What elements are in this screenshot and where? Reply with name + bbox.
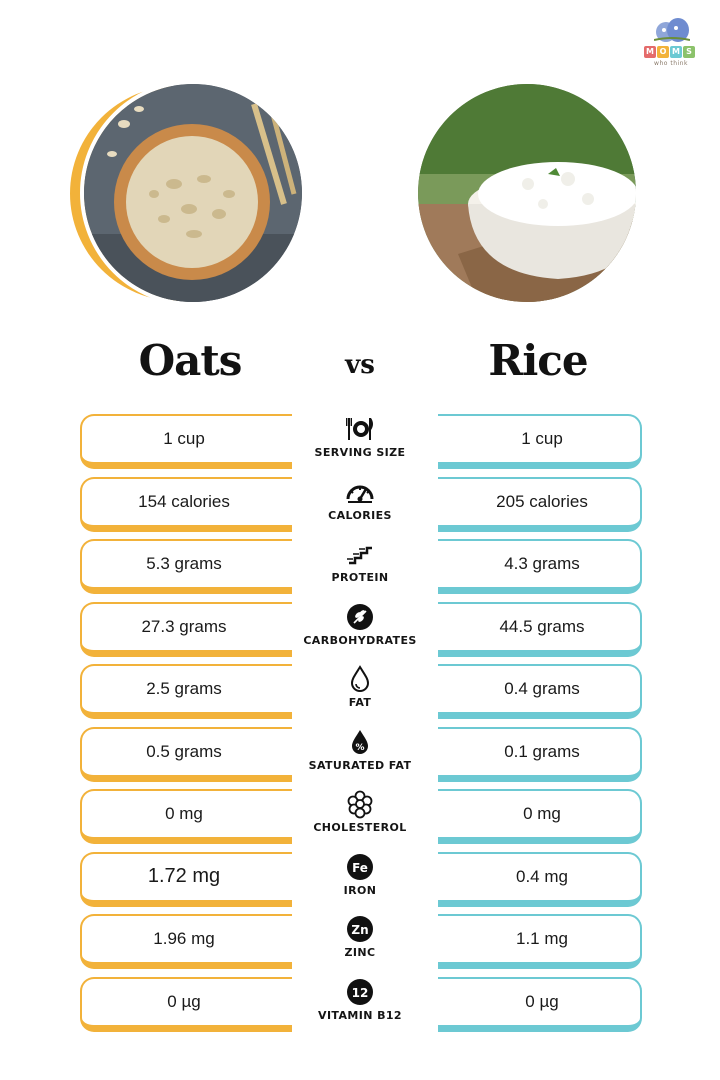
rice-value: 4.3 grams <box>438 539 642 594</box>
nutrient-label-block: SERVING SIZE <box>296 414 424 470</box>
nutrient-label-block: CHOLESTEROL <box>296 789 424 845</box>
oats-value: 1 cup <box>80 414 292 469</box>
comparison-row: 154 calories CALORIES 205 calories <box>0 476 720 533</box>
rice-photo <box>414 80 640 306</box>
oats-bowl-illustration <box>84 84 302 302</box>
logo-mascot-icon <box>654 18 690 42</box>
nutrient-label-block: 12 VITAMIN B12 <box>296 977 424 1033</box>
comparison-row: 1.72 mg Fe IRON 0.4 mg <box>0 851 720 908</box>
heading-oats: Oats <box>138 336 243 385</box>
nutrient-label-block: Zn ZINC <box>296 914 424 970</box>
oats-value: 0 mg <box>80 789 292 844</box>
oats-value: 0.5 grams <box>80 726 292 782</box>
comparison-row: 1.96 mg Zn ZINC 1.1 mg <box>0 914 720 970</box>
rice-value: 0 µg <box>438 976 642 1032</box>
nutrient-label: CARBOHYDRATES <box>303 633 417 647</box>
comparison-row: 1 cup SERVING SIZE 1 cup <box>0 414 720 470</box>
comparison-row: 27.3 grams CARBOHYDRATES 44.5 grams <box>0 601 720 658</box>
rice-value: 205 calories <box>438 476 642 532</box>
nutrient-label: IRON <box>343 883 377 897</box>
nutrient-label-block: FAT <box>296 664 424 720</box>
comparison-row: 0.5 grams% SATURATED FAT 0.1 grams <box>0 726 720 783</box>
badge-text: Fe <box>352 861 368 875</box>
grain-icon <box>345 602 375 632</box>
nutrient-label: PROTEIN <box>331 571 389 584</box>
svg-text:%: % <box>355 743 364 753</box>
nutrient-label: CHOLESTEROL <box>313 821 407 834</box>
comparison-row: 0 µg 12 VITAMIN B12 0 µg <box>0 976 720 1033</box>
logo-letter: O <box>657 46 669 58</box>
oats-value: 1.72 mg <box>80 851 292 907</box>
drop-percent-icon: % <box>345 727 375 757</box>
comparison-row: 0 mg CHOLESTEROL 0 mg <box>0 789 720 845</box>
comparison-row: 5.3 grams PROTEIN 4.3 grams <box>0 539 720 595</box>
rice-bowl-illustration <box>418 84 636 302</box>
logo-tagline: who think <box>654 60 688 67</box>
oats-value: 154 calories <box>80 476 292 532</box>
logo-letter: M <box>670 46 682 58</box>
fork-plate-knife-icon <box>345 414 375 444</box>
nutrient-label-block: Fe IRON <box>296 852 424 908</box>
rice-photo-block <box>404 80 640 310</box>
badge-text: 12 <box>352 986 369 1000</box>
brand-logo: M O M S who think <box>638 14 704 72</box>
oats-value: 1.96 mg <box>80 914 292 969</box>
nutrient-label: CALORIES <box>328 508 392 522</box>
nutrient-label: SATURATED FAT <box>308 758 412 772</box>
rice-value: 0 mg <box>438 789 642 844</box>
oats-value: 0 µg <box>80 976 292 1032</box>
gauge-icon <box>345 477 375 507</box>
rice-value: 1.1 mg <box>438 914 642 969</box>
oats-value: 5.3 grams <box>80 539 292 594</box>
logo-letter-blocks: M O M S <box>644 46 695 58</box>
molecule-icon <box>345 789 375 819</box>
oats-value: 27.3 grams <box>80 601 292 657</box>
rice-value: 44.5 grams <box>438 601 642 657</box>
badge-text: Zn <box>351 923 368 937</box>
logo-letter: M <box>644 46 656 58</box>
nutrient-label-block: CARBOHYDRATES <box>296 602 424 658</box>
rice-value: 0.1 grams <box>438 726 642 782</box>
fe-badge-icon: Fe <box>345 852 375 882</box>
protein-chain-icon <box>345 539 375 569</box>
zn-badge-icon: Zn <box>345 914 375 944</box>
nutrient-label-block: % SATURATED FAT <box>296 727 424 783</box>
oats-photo-block <box>70 80 306 310</box>
logo-letter: S <box>683 46 695 58</box>
b12-badge-icon: 12 <box>345 977 375 1007</box>
heading-vs: vs <box>345 350 375 380</box>
rice-value: 1 cup <box>438 414 642 469</box>
nutrient-label: ZINC <box>344 946 376 959</box>
comparison-row: 2.5 grams FAT 0.4 grams <box>0 664 720 720</box>
nutrient-label: FAT <box>348 696 372 709</box>
nutrient-label: VITAMIN B12 <box>318 1008 402 1022</box>
rice-value: 0.4 grams <box>438 664 642 719</box>
nutrient-label-block: CALORIES <box>296 477 424 533</box>
drop-icon <box>345 664 375 694</box>
oats-value: 2.5 grams <box>80 664 292 719</box>
oats-photo <box>80 80 306 306</box>
nutrient-label: SERVING SIZE <box>314 446 406 459</box>
heading-rice: Rice <box>488 336 588 385</box>
nutrient-label-block: PROTEIN <box>296 539 424 595</box>
rice-value: 0.4 mg <box>438 851 642 907</box>
